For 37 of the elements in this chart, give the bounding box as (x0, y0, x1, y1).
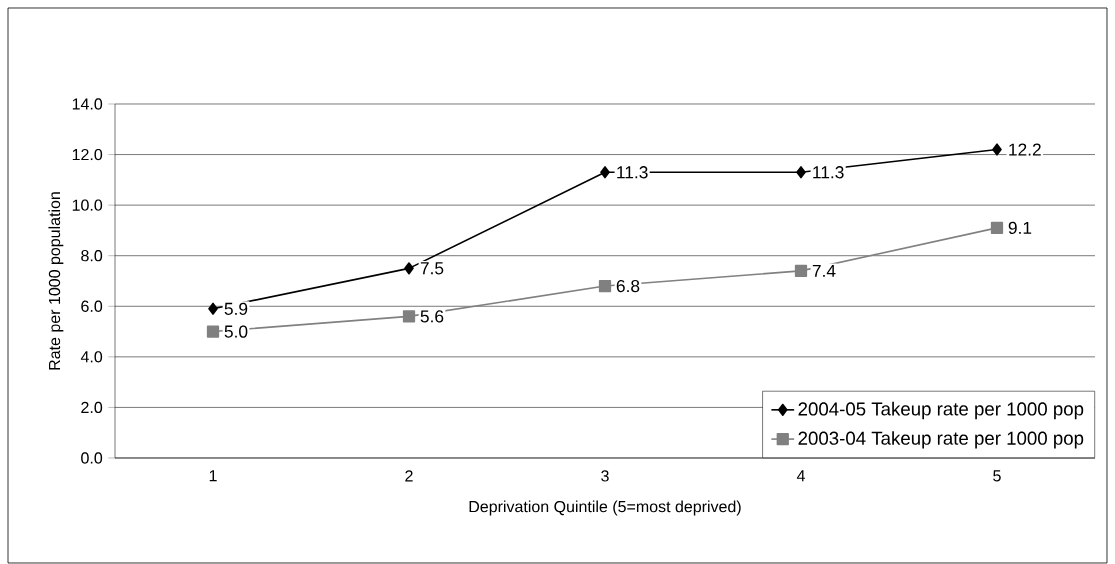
point (990, 221, 1004, 235)
point (404, 262, 414, 275)
data-label: 7.5 (420, 262, 444, 275)
data-label: 9.1 (1008, 221, 1032, 235)
y-tick-label: 4.0 (80, 351, 103, 363)
y-tick-label: 12.0 (72, 148, 103, 161)
data-label: 12.2 (1009, 143, 1041, 156)
point (402, 310, 416, 323)
x-axis-title: Deprivation Quintile (5=most deprived) (469, 500, 741, 516)
y-tick-label: 10.0 (72, 199, 103, 211)
data-label: 11.3 (813, 166, 844, 179)
data-label: 5.6 (420, 310, 444, 323)
data-label: 6.8 (616, 279, 640, 293)
x-tick-label: 1 (209, 470, 217, 482)
point (206, 325, 220, 338)
point (598, 279, 612, 293)
x-tick-label: 2 (405, 470, 413, 482)
data-label: 5.9 (224, 302, 248, 315)
point (208, 302, 218, 315)
data-label: 7.4 (812, 264, 836, 277)
point (600, 166, 610, 179)
point (796, 166, 806, 179)
y-tick-label: 6.0 (81, 300, 103, 312)
y-axis-title: Rate per 1000 population (48, 192, 64, 370)
y-tick-label: 8.0 (81, 250, 103, 262)
y-tick-label: 0.0 (81, 452, 103, 464)
data-label: 5.0 (224, 325, 248, 338)
x-tick-label: 4 (796, 470, 805, 482)
y-tick-label: 14.0 (72, 98, 103, 110)
data-label: 11.3 (617, 166, 648, 179)
point (992, 143, 1002, 156)
point (794, 264, 808, 278)
legend-label: 2003-04 Takeup rate per 1000 pop (798, 431, 1084, 449)
x-tick-label: 3 (601, 470, 609, 482)
y-tick-label: 2.0 (81, 401, 103, 414)
x-tick-label: 5 (993, 470, 1001, 482)
legend-label: 2004-05 Takeup rate per 1000 pop (798, 401, 1084, 420)
